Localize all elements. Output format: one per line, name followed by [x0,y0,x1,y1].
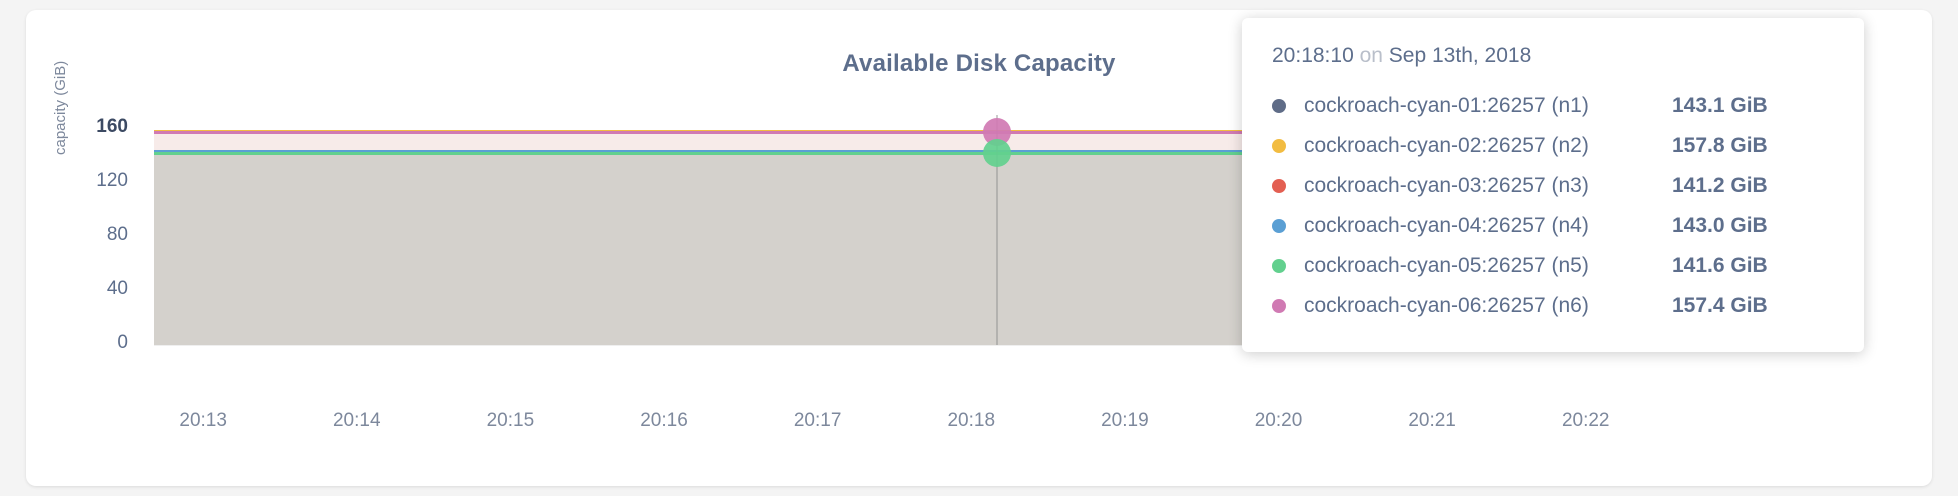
tooltip-row: cockroach-cyan-03:26257 (n3) 141.2 GiB [1272,166,1834,206]
x-tick-label: 20:16 [640,410,688,431]
tooltip-series-value: 143.0 GiB [1672,214,1768,237]
x-tick-label: 20:18 [947,410,996,431]
tooltip-series-value: 141.6 GiB [1672,254,1768,277]
tooltip-row: cockroach-cyan-06:26257 (n6) 157.4 GiB [1272,286,1834,326]
chart-card: Available Disk Capacity capacity (GiB) 0… [26,10,1932,486]
tooltip-series-label: cockroach-cyan-06:26257 (n6) [1304,294,1589,317]
x-tick-label: 20:15 [486,410,535,431]
y-tick-label: 160 [96,115,128,137]
y-gridline [154,345,1724,346]
series-line-n6 [154,130,1724,134]
tooltip-series-label: cockroach-cyan-01:26257 (n1) [1304,94,1589,117]
series-color-dot-icon [1272,299,1286,313]
hover-tooltip: 20:18:10 on Sep 13th, 2018 cockroach-cya… [1242,18,1864,352]
y-tick-label: 80 [106,223,128,245]
tooltip-header: 20:18:10 on Sep 13th, 2018 [1272,44,1834,68]
series-color-dot-icon [1272,139,1286,153]
y-tick-label: 120 [96,169,128,191]
hover-point-n5 [982,139,1011,168]
y-tick-label: 40 [106,277,128,299]
series-color-dot-icon [1272,219,1286,233]
tooltip-series-value: 143.1 GiB [1672,94,1768,117]
tooltip-row: cockroach-cyan-02:26257 (n2) 157.8 GiB [1272,126,1834,166]
x-tick-label: 20:21 [1408,410,1456,431]
series-color-dot-icon [1272,99,1286,113]
tooltip-row: cockroach-cyan-05:26257 (n5) 141.6 GiB [1272,246,1834,286]
tooltip-series-value: 157.8 GiB [1672,134,1768,157]
page-title: Available Disk Capacity [842,50,1116,77]
x-tick-label: 20:19 [1101,410,1149,431]
tooltip-series-label: cockroach-cyan-04:26257 (n4) [1304,214,1589,237]
tooltip-rows: cockroach-cyan-01:26257 (n1) 143.1 GiB coc… [1272,86,1834,326]
series-color-dot-icon [1272,259,1286,273]
tooltip-row: cockroach-cyan-01:26257 (n1) 143.1 GiB [1272,86,1834,126]
tooltip-date: Sep 13th, 2018 [1388,44,1532,67]
tooltip-on-word: on [1359,44,1383,67]
hover-crosshair [995,115,998,345]
tooltip-series-value: 157.4 GiB [1672,294,1768,317]
x-tick-label: 20:14 [332,410,381,431]
x-tick-label: 20:17 [793,410,842,431]
y-tick-label: 0 [117,332,128,353]
tooltip-row: cockroach-cyan-04:26257 (n4) 143.0 GiB [1272,206,1834,246]
series-color-dot-icon [1272,179,1286,193]
x-tick-label: 20:22 [1561,410,1610,431]
tooltip-time: 20:18:10 [1272,44,1354,67]
x-tick-label: 20:20 [1254,410,1303,431]
tooltip-series-label: cockroach-cyan-05:26257 (n5) [1304,254,1589,277]
series-line-n5 [154,151,1724,155]
series-line-n4 [154,150,1724,154]
tooltip-series-label: cockroach-cyan-02:26257 (n2) [1304,134,1589,157]
tooltip-series-label: cockroach-cyan-03:26257 (n3) [1304,174,1589,197]
x-tick-label: 20:13 [179,410,227,431]
tooltip-series-value: 141.2 GiB [1672,174,1768,197]
